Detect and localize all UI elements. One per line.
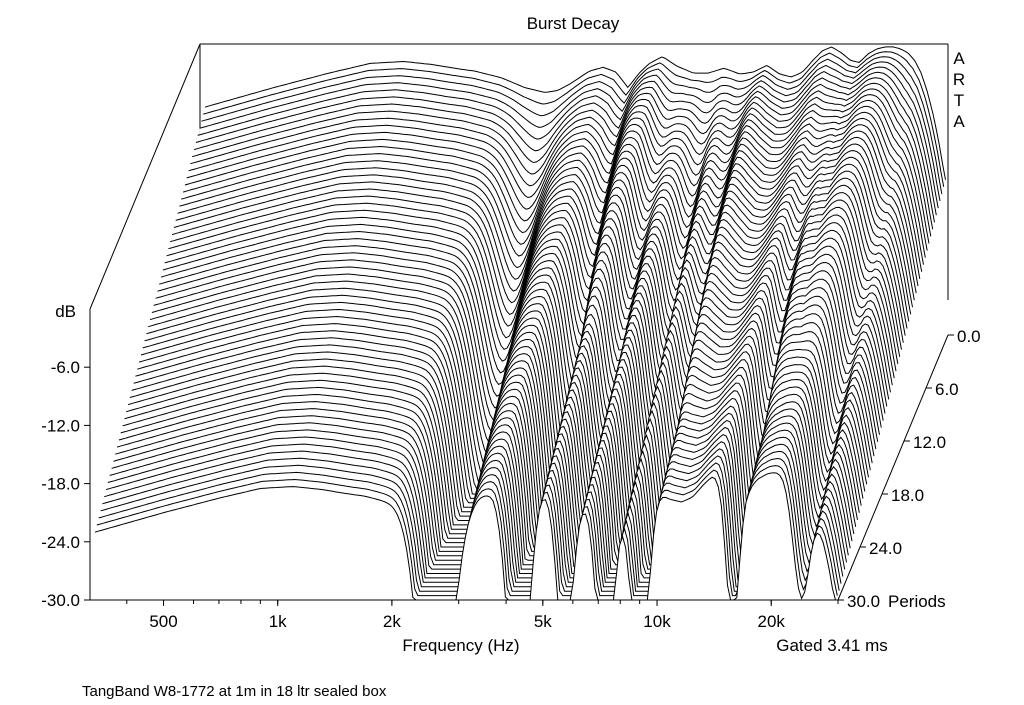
decay-slice-line xyxy=(94,472,836,601)
decay-slice-line xyxy=(193,77,935,223)
decay-slice-line xyxy=(160,192,902,374)
decay-slice-line xyxy=(186,99,928,251)
brand-letter: A xyxy=(953,49,965,68)
brand-label: A R T A xyxy=(953,49,965,131)
decay-slice-line xyxy=(151,230,893,432)
decay-slice-line xyxy=(195,71,937,216)
x-tick-label: 500 xyxy=(149,612,177,631)
side-wall-frame xyxy=(89,43,201,600)
axes xyxy=(90,334,949,601)
decay-slice-line xyxy=(164,177,906,351)
decay-slice-line xyxy=(179,124,921,279)
decay-slice-line xyxy=(182,111,924,265)
decay-slice-line xyxy=(177,130,919,287)
y-tick-label: -30.0 xyxy=(41,591,80,610)
decay-slice-line xyxy=(137,295,879,499)
x-axis-label: Frequency (Hz) xyxy=(402,636,519,655)
decay-slice-line xyxy=(171,150,913,308)
decay-slice-line xyxy=(175,136,917,294)
z-ticks: 0.0 6.0 12.0 18.0 24.0 30.0 xyxy=(838,327,981,611)
decay-slice-line xyxy=(192,82,934,230)
z-tick-label: 24.0 xyxy=(869,539,902,558)
z-tick-label: 0.0 xyxy=(957,327,981,346)
decay-slice-line xyxy=(140,278,882,491)
decay-slice-line xyxy=(188,94,930,244)
z-tick-label: 6.0 xyxy=(935,380,959,399)
y-ticks: -6.0 -12.0 -18.0 -24.0 -30.0 xyxy=(41,358,90,610)
decay-slice-line xyxy=(168,163,910,327)
footnote: TangBand W8-1772 at 1m in 18 ltr sealed … xyxy=(82,683,387,700)
decay-slice-line xyxy=(201,56,943,195)
y-tick-label: -6.0 xyxy=(51,358,80,377)
decay-slice-line xyxy=(184,105,926,258)
z-axis-label: Periods xyxy=(888,592,946,611)
decay-slice-line xyxy=(142,270,884,486)
decay-slice-line xyxy=(181,117,923,272)
x-tick-label: 20k xyxy=(757,612,785,631)
decay-slice-line xyxy=(159,199,901,386)
z-tick-label: 18.0 xyxy=(891,486,924,505)
decay-slice-line xyxy=(153,222,895,421)
decay-slice-line xyxy=(197,66,939,209)
chart-title: Burst Decay xyxy=(527,14,620,33)
decay-slice-line xyxy=(190,88,932,237)
gate-note: Gated 3.41 ms xyxy=(776,636,888,655)
decay-slice-fill xyxy=(95,472,836,600)
x-ticks: 500 1k 2k 5k 10k 20k xyxy=(126,600,839,631)
x-tick-label: 5k xyxy=(534,612,552,631)
decay-slice-line xyxy=(170,156,912,315)
decay-slice-line xyxy=(199,61,941,202)
x-tick-label: 1k xyxy=(269,612,287,631)
decay-slice-line xyxy=(173,143,915,301)
z-tick-label: 12.0 xyxy=(913,433,946,452)
decay-slice-line xyxy=(166,170,908,339)
x-tick-label: 2k xyxy=(383,612,401,631)
decay-slice-line xyxy=(148,245,890,456)
decay-slice-line xyxy=(203,51,945,187)
brand-letter: T xyxy=(954,91,964,110)
side-wall-top-edge xyxy=(89,43,201,310)
brand-letter: A xyxy=(953,112,965,131)
decay-slice-line xyxy=(149,237,891,444)
y-tick-label: -24.0 xyxy=(41,533,80,552)
x-tick-label: 10k xyxy=(643,612,671,631)
decay-slice-line xyxy=(157,206,899,397)
decay-slice-line xyxy=(135,304,877,505)
z-axis-line xyxy=(837,334,949,601)
y-tick-label: -12.0 xyxy=(41,416,80,435)
decay-slice-line xyxy=(138,287,880,495)
brand-letter: R xyxy=(953,70,965,89)
decay-slice-line xyxy=(162,184,904,362)
decay-slice-line xyxy=(144,261,886,479)
decay-slice-line xyxy=(146,253,888,468)
decay-slice-line xyxy=(155,214,897,409)
y-tick-label: -18.0 xyxy=(41,475,80,494)
waterfall-surface xyxy=(94,46,946,601)
z-tick-label: 30.0 xyxy=(847,592,880,611)
y-axis-label: dB xyxy=(55,302,76,321)
decay-slice-line xyxy=(204,46,946,180)
